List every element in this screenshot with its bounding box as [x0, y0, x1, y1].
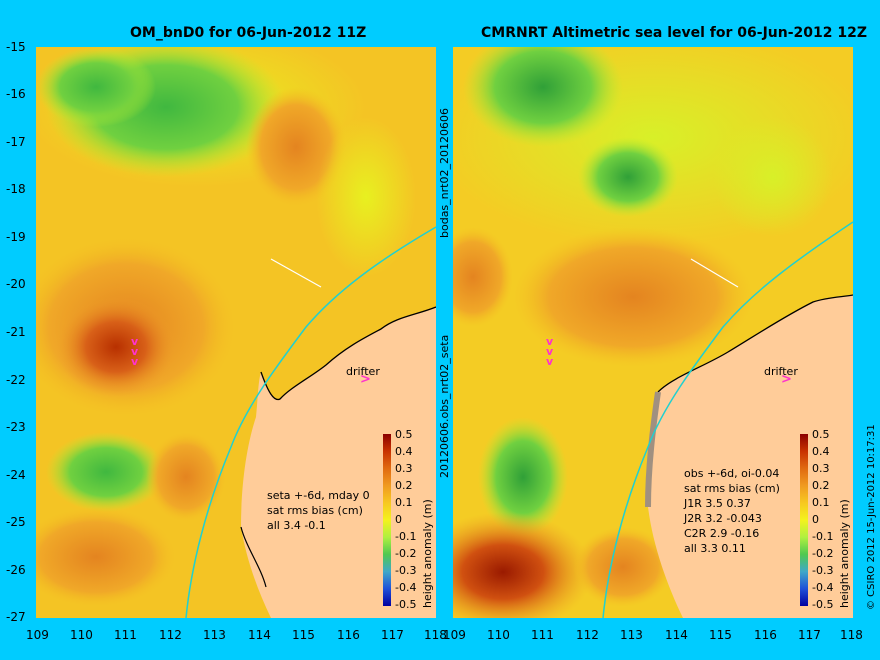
stats-line: all 3.4 -0.1	[267, 519, 326, 532]
lon-tick: 113	[620, 628, 643, 642]
right-map-title: CMRNRT Altimetric sea level for 06-Jun-2…	[481, 25, 867, 41]
lon-tick: 115	[292, 628, 315, 642]
lat-tick: -15	[6, 40, 26, 54]
left-colorbar	[383, 434, 391, 606]
lat-tick: -17	[6, 135, 26, 149]
lat-tick: -25	[6, 515, 26, 529]
stats-line: J2R 3.2 -0.043	[684, 512, 762, 525]
colorbar-tick: -0.5	[812, 598, 834, 611]
stats-line: all 3.3 0.11	[684, 542, 746, 555]
colorbar-tick: 0	[395, 513, 402, 526]
lat-tick: -23	[6, 420, 26, 434]
colorbar-gradient	[383, 434, 391, 606]
colorbar-tick: -0.4	[812, 581, 834, 594]
colorbar-tick: 0.5	[812, 428, 830, 441]
right-drifter-label: drifter	[764, 365, 798, 378]
lon-tick: 112	[159, 628, 182, 642]
colorbar-tick: 0.3	[812, 462, 830, 475]
colorbar-tick: -0.1	[812, 530, 834, 543]
lon-tick: 113	[203, 628, 226, 642]
colorbar-tick: 0.4	[395, 445, 413, 458]
stats-line: J1R 3.5 0.37	[684, 497, 751, 510]
right-drifter-arrow: >	[781, 372, 792, 387]
lon-tick: 115	[709, 628, 732, 642]
credit-label: © CSIRO 2012 15-Jun-2012 10:17:31	[866, 424, 877, 610]
colorbar-tick: 0.5	[395, 428, 413, 441]
lon-tick: 111	[114, 628, 137, 642]
left-colorbar-title: height anomaly (m)	[421, 499, 434, 608]
left-map-field	[36, 47, 436, 618]
colorbar-tick: 0.4	[812, 445, 830, 458]
lon-tick: 110	[487, 628, 510, 642]
lon-tick: 110	[70, 628, 93, 642]
colorbar-tick: 0.3	[395, 462, 413, 475]
stats-line: seta +-6d, mday 0	[267, 489, 370, 502]
colorbar-tick: -0.3	[812, 564, 834, 577]
lon-tick: 117	[798, 628, 821, 642]
middle-label-top: bodas_nrt02_20120606	[438, 108, 451, 238]
colorbar-tick: -0.4	[395, 581, 417, 594]
right-stats: obs +-6d, oi-0.04 sat rms bias (cm) J1R …	[684, 466, 780, 556]
right-colorbar	[800, 434, 808, 606]
right-map-field	[453, 47, 853, 618]
lat-tick: -26	[6, 563, 26, 577]
lon-tick: 112	[576, 628, 599, 642]
left-map-title: OM_bnD0 for 06-Jun-2012 11Z	[130, 25, 367, 41]
right-colorbar-title: height anomaly (m)	[838, 499, 851, 608]
lat-tick: -21	[6, 325, 26, 339]
colorbar-tick: 0.2	[395, 479, 413, 492]
lon-tick: 118	[840, 628, 863, 642]
colorbar-tick: 0	[812, 513, 819, 526]
colorbar-tick: -0.2	[395, 547, 417, 560]
left-drifter-arrow: >	[360, 372, 371, 387]
colorbar-tick: 0.2	[812, 479, 830, 492]
lon-tick: 118	[424, 628, 447, 642]
colorbar-tick: 0.1	[812, 496, 830, 509]
lon-tick: 116	[754, 628, 777, 642]
lat-tick: -24	[6, 468, 26, 482]
middle-label-bottom: 20120606.obs_nrt02_seta	[438, 334, 451, 478]
lat-tick: -27	[6, 610, 26, 624]
colorbar-tick: 0.1	[395, 496, 413, 509]
left-drifter-label: drifter	[346, 365, 380, 378]
lon-tick: 109	[26, 628, 49, 642]
colorbar-tick: -0.2	[812, 547, 834, 560]
lon-tick: 114	[248, 628, 271, 642]
lon-tick: 109	[443, 628, 466, 642]
left-stats: seta +-6d, mday 0 sat rms bias (cm) all …	[267, 488, 370, 533]
lon-tick: 116	[337, 628, 360, 642]
stats-line: sat rms bias (cm)	[684, 482, 780, 495]
stats-line: C2R 2.9 -0.16	[684, 527, 760, 540]
colorbar-tick: -0.3	[395, 564, 417, 577]
stats-line: obs +-6d, oi-0.04	[684, 467, 780, 480]
lat-tick: -16	[6, 87, 26, 101]
lat-tick: -20	[6, 277, 26, 291]
colorbar-tick: -0.1	[395, 530, 417, 543]
stats-line: sat rms bias (cm)	[267, 504, 363, 517]
colorbar-tick: -0.5	[395, 598, 417, 611]
colorbar-gradient	[800, 434, 808, 606]
lon-tick: 111	[531, 628, 554, 642]
lon-tick: 117	[381, 628, 404, 642]
lat-tick: -19	[6, 230, 26, 244]
lat-tick: -18	[6, 182, 26, 196]
lat-tick: -22	[6, 373, 26, 387]
lon-tick: 114	[665, 628, 688, 642]
